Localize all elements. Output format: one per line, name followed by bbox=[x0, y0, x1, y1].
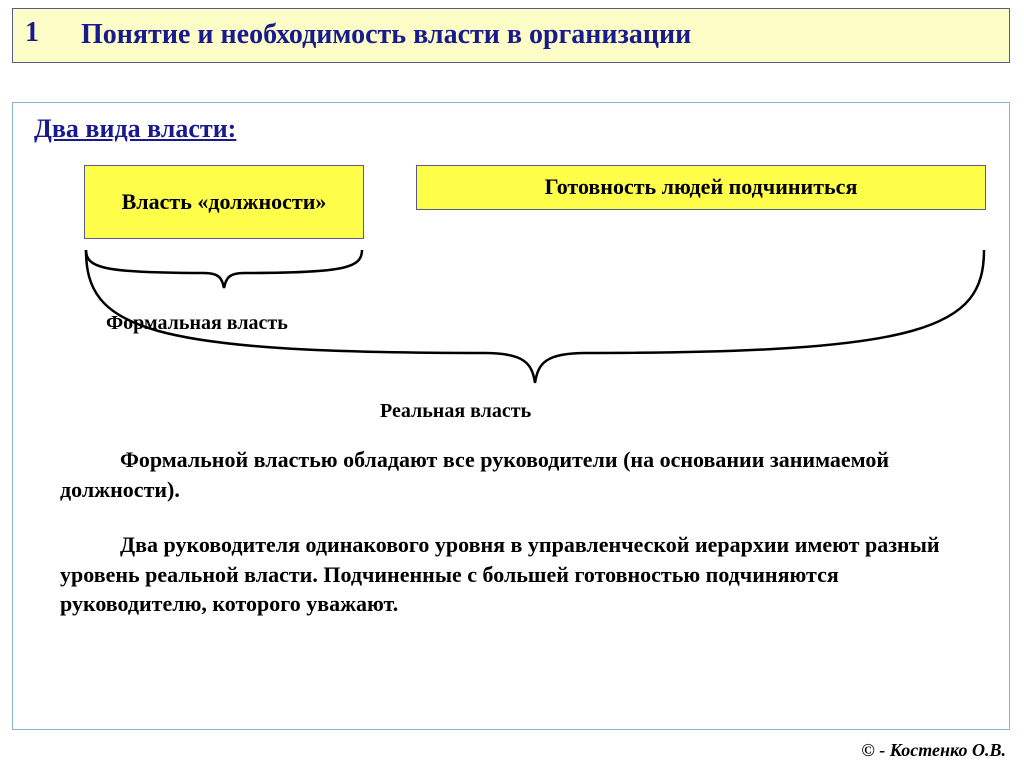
box-power-position: Власть «должности» bbox=[84, 165, 364, 239]
label-formal: Формальная власть bbox=[106, 312, 288, 335]
footer-credit: © - Костенко О.В. bbox=[861, 740, 1006, 761]
header-number: 1 bbox=[21, 17, 81, 52]
paragraph-2: Два руководителя одинакового уровня в уп… bbox=[60, 530, 960, 619]
subtitle: Два вида власти: bbox=[34, 114, 236, 144]
header-title: Понятие и необходимость власти в организ… bbox=[81, 17, 691, 52]
box-willingness: Готовность людей подчиниться bbox=[416, 165, 986, 210]
header-box: 1 Понятие и необходимость власти в орган… bbox=[12, 8, 1010, 63]
paragraph-1: Формальной властью обладают все руководи… bbox=[60, 445, 960, 504]
label-real: Реальная власть bbox=[380, 400, 531, 423]
